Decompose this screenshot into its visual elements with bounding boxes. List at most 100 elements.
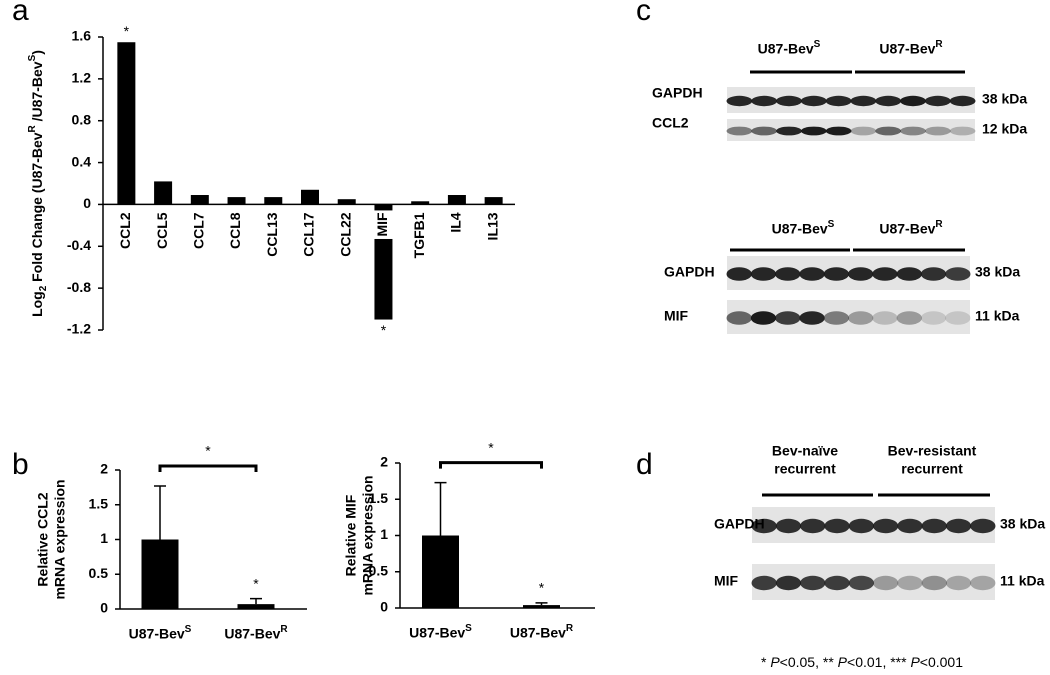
x-tick-label: U87-BevR	[224, 624, 288, 642]
blot-band	[823, 311, 849, 325]
blot-band	[824, 575, 850, 591]
blot-band	[875, 95, 902, 107]
y-tick-label: 1.2	[72, 70, 92, 86]
blot-group-superscript: S	[814, 39, 821, 50]
blot-band	[872, 267, 898, 281]
y-axis-label: Relative CCL2	[35, 492, 51, 586]
blot-band	[775, 575, 802, 591]
blot-band	[945, 575, 972, 591]
blot-band	[873, 518, 899, 534]
text-part: P	[910, 654, 920, 670]
blot-band	[924, 95, 951, 107]
blot-band	[750, 311, 777, 325]
blot-band	[896, 267, 922, 281]
y-tick-label: 0.5	[89, 565, 109, 581]
blot-size-label: 38 kDa	[1000, 516, 1045, 532]
y-tick-label: 0	[380, 599, 388, 615]
blot-band	[823, 267, 849, 281]
y-tick-label: 2	[100, 461, 108, 477]
annotation: *	[205, 443, 211, 459]
error-bar	[535, 602, 548, 606]
annotation: *	[253, 575, 259, 591]
blot-band	[751, 518, 777, 534]
footnote: * P<0.05, ** P<0.01, *** P<0.001	[761, 654, 963, 670]
x-tick-label: CCL22	[337, 212, 353, 257]
blot-band	[726, 267, 752, 281]
blot-band	[924, 126, 951, 136]
blot-row-label: MIF	[664, 308, 689, 324]
text-part: *	[761, 654, 770, 670]
x-tick-label: CCL5	[154, 212, 170, 249]
blot-band	[945, 267, 971, 281]
blot-group-superscript: S	[828, 219, 835, 230]
blot-band	[970, 518, 996, 534]
y-tick-label: 1.5	[369, 490, 389, 506]
blot-band	[775, 267, 801, 281]
panel-label: a	[12, 0, 29, 27]
blot-group-label: recurrent	[774, 461, 836, 477]
blot-group-label: U87-BevS	[758, 39, 821, 57]
bar	[237, 604, 275, 609]
y-tick-label: 1	[380, 526, 388, 542]
blot-band	[800, 126, 827, 136]
blot-band	[900, 126, 926, 136]
blot-band	[896, 311, 922, 325]
error-bar	[154, 485, 166, 540]
blot-band	[848, 575, 874, 591]
blot-band	[848, 267, 874, 281]
text-part: Log	[29, 291, 45, 317]
blot-band	[799, 311, 825, 325]
y-tick-label: 1.5	[89, 495, 109, 511]
bar	[523, 605, 560, 608]
y-tick-label: 0.4	[72, 153, 92, 169]
blot-band	[800, 575, 826, 591]
blot-band	[775, 518, 802, 534]
annotation: *	[488, 439, 494, 455]
y-tick-label: -1.2	[67, 321, 91, 337]
blot-band	[750, 267, 777, 281]
blot-band	[921, 518, 947, 534]
blot-band	[726, 311, 752, 325]
bar	[484, 197, 503, 205]
blot-band	[776, 126, 802, 136]
blot-row-label: MIF	[714, 573, 739, 589]
blot-size-label: 11 kDa	[1000, 573, 1045, 589]
error-bar	[250, 597, 262, 605]
annotation: *	[381, 322, 387, 338]
blot-band	[875, 126, 902, 136]
blot-band	[800, 518, 826, 534]
blot-band	[751, 95, 778, 107]
x-tick-label: U87-BevR	[510, 623, 574, 641]
x-tick-label: U87-BevS	[129, 624, 192, 642]
text-part: 2	[38, 285, 49, 291]
blot-band	[920, 311, 947, 325]
blot-band	[751, 575, 777, 591]
bar	[422, 535, 459, 608]
text-part: <0.001	[920, 654, 963, 670]
significance-bracket	[158, 464, 258, 472]
blot-group-label: recurrent	[901, 461, 963, 477]
blot-band	[775, 311, 801, 325]
text-part: P	[770, 654, 780, 670]
bar	[411, 201, 430, 205]
blot-row-label: GAPDH	[714, 516, 765, 532]
text-part: P	[838, 654, 848, 670]
text-part: Fold Change (U87-Bev	[29, 132, 45, 285]
x-tick-superscript: R	[280, 624, 288, 635]
y-axis-label: Relative MIF	[343, 494, 359, 576]
blot-row-label: CCL2	[652, 115, 689, 131]
blot-band	[970, 575, 996, 591]
annotation: *	[539, 580, 545, 596]
text-part: <0.01, ***	[847, 654, 910, 670]
error-bar	[434, 481, 447, 536]
blot-band	[897, 518, 923, 534]
bar	[117, 42, 136, 205]
x-tick-superscript: S	[185, 624, 192, 635]
blot-band	[825, 126, 852, 136]
blot-band	[824, 518, 850, 534]
bar	[227, 197, 246, 205]
x-tick-superscript: R	[566, 623, 574, 634]
x-tick-superscript: S	[465, 623, 472, 634]
y-tick-label: 0.5	[369, 562, 389, 578]
